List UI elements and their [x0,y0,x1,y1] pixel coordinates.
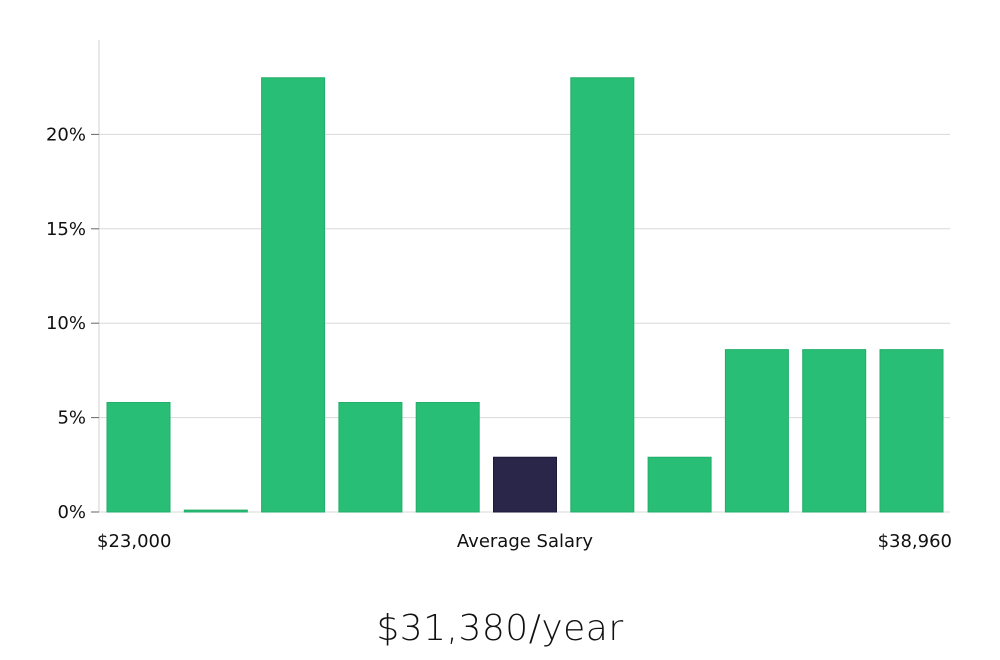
x-axis-max-label: $38,960 [878,531,952,552]
bar [647,456,712,513]
y-tick-label: 10% [46,313,86,334]
y-tick-label: 5% [57,408,86,429]
bar-highlighted [493,456,557,513]
bar [570,77,635,513]
x-axis-min-label: $23,000 [97,531,171,552]
bar [415,401,480,513]
average-salary-value: $31,380/year [376,608,624,649]
bar [183,509,248,513]
salary-distribution-chart: 0% 5% 10% 15% 20% $23,000 Average Salary $38… [46,40,952,552]
x-axis-title: Average Salary [457,531,594,552]
y-tick-label: 20% [46,124,86,145]
y-tick-label: 0% [57,502,86,523]
bars [106,77,944,513]
bar [724,349,789,513]
bar [802,349,867,513]
bar [338,401,403,513]
y-tick-label: 15% [46,219,86,240]
bar [261,77,326,513]
y-axis-ticks: 0% 5% 10% 15% 20% [46,124,99,523]
bar [879,349,944,513]
bar [106,401,171,513]
